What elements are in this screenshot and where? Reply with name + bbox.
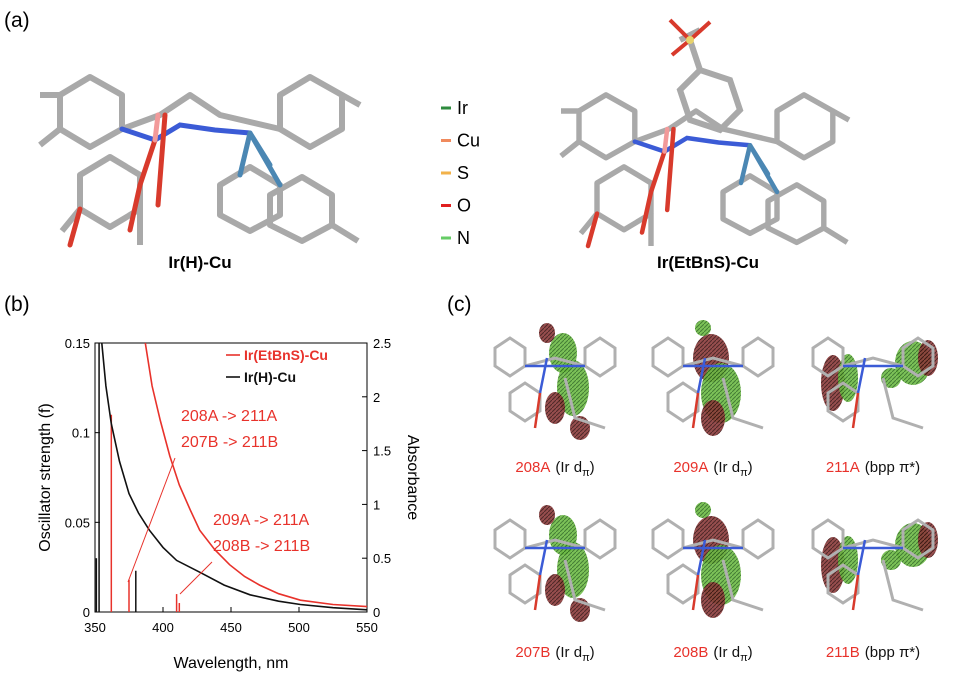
orbital-code: 208A	[515, 459, 550, 476]
orbital-desc: )	[748, 459, 753, 476]
y-axis-label: Oscillator strength (f)	[37, 403, 54, 551]
orbital-image	[811, 518, 938, 612]
y2-tick-label: 0	[373, 605, 380, 620]
x-tick-label: 550	[356, 620, 378, 635]
orbital-label: 207B (Ir dπ)	[515, 644, 594, 664]
orbital-desc: π	[582, 467, 590, 479]
panel-label: (a)	[4, 9, 30, 32]
panel-label: (b)	[4, 293, 30, 316]
annotation: 209A -> 211A	[213, 512, 310, 529]
legend-label: Ir	[457, 98, 468, 118]
orbital-desc: (bpp π*)	[865, 459, 920, 476]
annotation: 208A -> 211A	[181, 408, 278, 425]
orbital-code: 209A	[673, 459, 708, 476]
y2-axis-label: Absorbance	[404, 435, 421, 520]
chart: 350 400 450 500 55000.050.10.1500.511.522.5W…	[37, 336, 421, 672]
orbital-label: 208A (Ir dπ)	[515, 459, 594, 479]
orbital-desc: )	[590, 644, 595, 661]
legend-label: Ir(H)-Cu	[244, 369, 296, 385]
molecule-image	[561, 18, 849, 246]
absorbance-line	[101, 342, 368, 611]
orbital-code: 211A	[826, 459, 860, 476]
orbital-image	[651, 320, 775, 436]
orbital-lobe	[539, 505, 555, 525]
orbital-desc: )	[590, 459, 595, 476]
orbital-image	[493, 323, 617, 440]
atom-legend: Ir Cu SON	[441, 98, 480, 248]
orbital-desc: π	[582, 652, 590, 664]
orbital-image	[651, 502, 775, 618]
orbital-code: 208B	[673, 644, 708, 661]
orbital-desc: π	[740, 467, 748, 479]
annotation-pointer	[179, 561, 213, 595]
orbital-lobe	[545, 574, 565, 606]
absorbance-line	[144, 342, 368, 608]
orbital-desc: π	[740, 652, 748, 664]
orbital-lobe	[701, 582, 725, 618]
annotation-pointer	[127, 457, 176, 583]
orbital-lobe	[701, 400, 725, 436]
legend-label: S	[457, 163, 469, 183]
orbital-desc: (Ir d	[713, 644, 740, 661]
y2-tick-label: 2	[373, 390, 380, 405]
y-tick-label: 0.1	[72, 426, 90, 441]
orbital-lobe	[695, 320, 711, 336]
orbital-code: 207B	[515, 644, 550, 661]
orbital-lobe	[838, 354, 858, 402]
y-tick-label: 0	[83, 605, 90, 620]
x-tick-label: 450	[220, 620, 242, 635]
orbital-lobe	[881, 368, 901, 388]
orbital-lobe	[695, 502, 711, 518]
x-axis-label: Wavelength, nm	[173, 655, 288, 672]
orbital-desc: (Ir d	[555, 459, 582, 476]
y2-tick-label: 1	[373, 497, 380, 512]
panel-label: (c)	[447, 293, 472, 316]
orbital-grid: 208A (Ir dπ) 209A (Ir dπ) 211A (bpp π*)207B (I…	[493, 320, 938, 664]
legend-label: O	[457, 196, 471, 216]
orbital-label: 211A (bpp π*)	[826, 459, 920, 476]
orbital-label: 209A (Ir dπ)	[673, 459, 752, 479]
y2-tick-label: 2.5	[373, 336, 391, 351]
orbital-label: 208B (Ir dπ)	[673, 644, 752, 664]
molecule-name: Ir(H)-Cu	[168, 253, 231, 272]
y-tick-label: 0.15	[65, 336, 90, 351]
y2-tick-label: 1.5	[373, 444, 391, 459]
orbital-code: 211B	[826, 644, 860, 661]
molecule-name: Ir(EtBnS)-Cu	[657, 253, 759, 272]
orbital-image	[811, 336, 938, 430]
orbital-lobe	[838, 536, 858, 584]
orbital-lobe	[557, 360, 589, 416]
y2-tick-label: 0.5	[373, 551, 391, 566]
legend-label: Ir(EtBnS)-Cu	[244, 347, 328, 363]
orbital-desc: (bpp π*)	[865, 644, 920, 661]
orbital-lobe	[545, 392, 565, 424]
orbital-lobe	[881, 550, 901, 570]
orbital-desc: (Ir d	[713, 459, 740, 476]
orbital-lobe	[539, 323, 555, 343]
legend-label: N	[457, 228, 470, 248]
x-tick-label: 400	[152, 620, 174, 635]
annotation: 208B -> 211B	[213, 538, 310, 555]
orbital-image	[493, 505, 617, 622]
y-tick-label: 0.05	[65, 515, 90, 530]
orbital-desc: )	[748, 644, 753, 661]
orbital-lobe	[557, 542, 589, 598]
legend-label: Cu	[457, 131, 480, 151]
orbital-label: 211B (bpp π*)	[826, 644, 920, 661]
orbital-desc: (Ir d	[555, 644, 582, 661]
annotation: 207B -> 211B	[181, 434, 278, 451]
molecule-image	[40, 77, 360, 245]
x-tick-label: 500	[288, 620, 310, 635]
x-tick-label: 350	[84, 620, 106, 635]
